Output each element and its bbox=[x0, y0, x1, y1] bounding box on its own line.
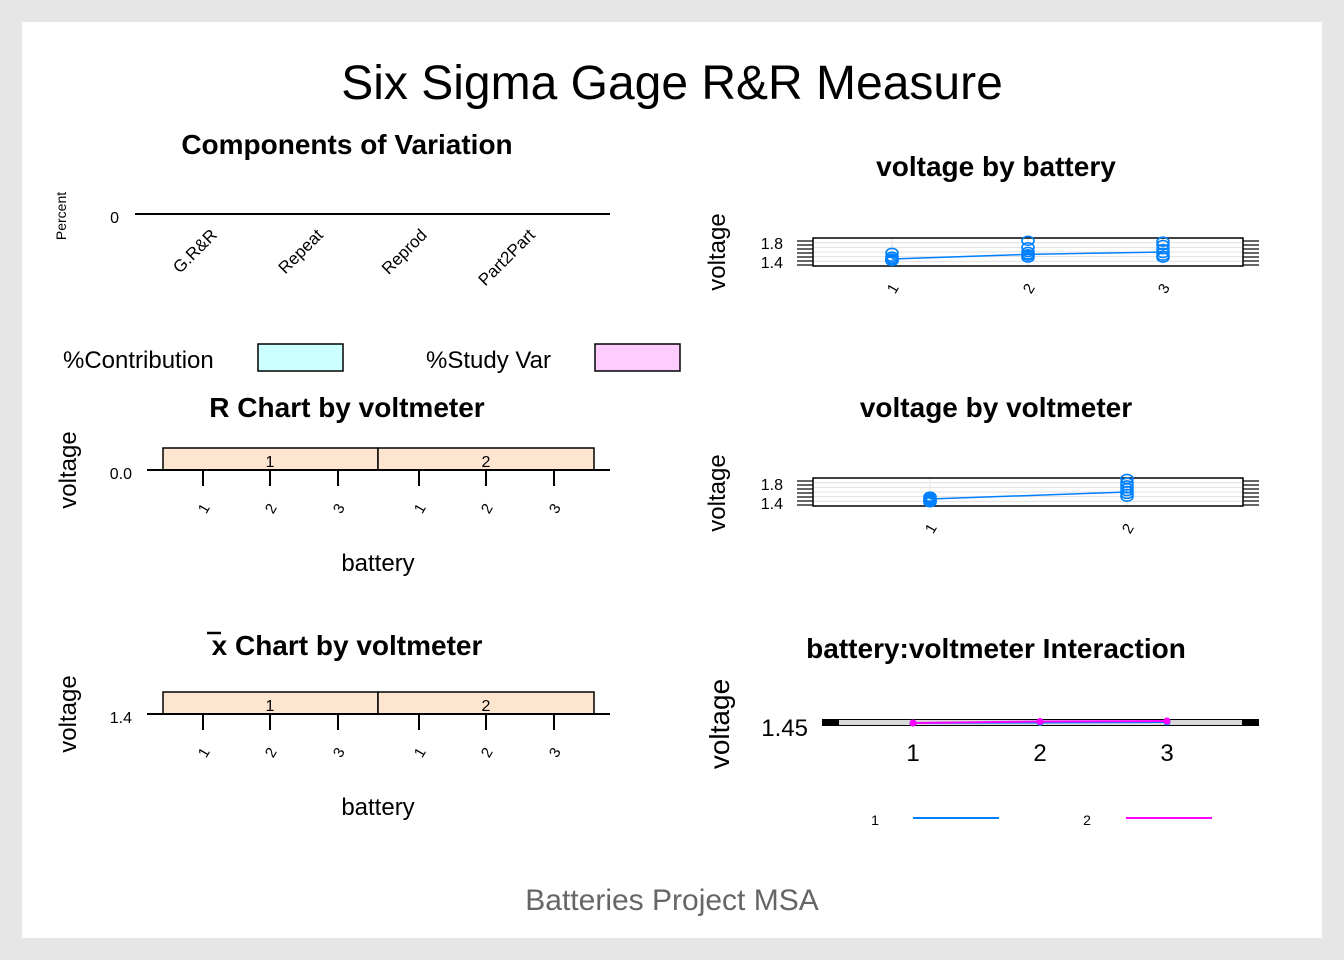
xbar-chart-strip-1-label: 1 bbox=[266, 698, 275, 715]
xbar-chart-title-text: x Chart by voltmeter bbox=[212, 630, 483, 661]
interaction-point bbox=[1036, 718, 1044, 725]
r-chart-ytick: 0.0 bbox=[110, 466, 132, 483]
interaction-legend-2-label: 2 bbox=[1083, 812, 1091, 828]
xbar-chart-ytick: 1.4 bbox=[110, 710, 132, 727]
by-voltmeter-point bbox=[1120, 488, 1134, 500]
interaction-x-label: 3 bbox=[1160, 740, 1173, 767]
components-title: Components of Variation bbox=[181, 129, 512, 160]
by-voltmeter-marks bbox=[923, 473, 1134, 508]
interaction-legend-1-label: 1 bbox=[871, 812, 879, 828]
by-battery-ytick-1-8: 1.8 bbox=[761, 236, 783, 253]
r-chart-ylabel: voltage bbox=[55, 431, 82, 508]
components-ytick: 0 bbox=[110, 210, 119, 227]
by-battery-point bbox=[885, 255, 899, 267]
xbar-chart-title: x Chart by voltmeter bbox=[207, 630, 482, 661]
figure-title: Six Sigma Gage R&R Measure bbox=[341, 57, 1003, 110]
by-battery-point bbox=[1156, 247, 1170, 259]
by-battery-point bbox=[1156, 252, 1170, 263]
interaction-point bbox=[909, 719, 917, 727]
by-voltmeter-ylabel: voltage bbox=[704, 454, 731, 531]
xbar-chart-ylabel: voltage bbox=[55, 675, 82, 752]
interaction-title: battery:voltmeter Interaction bbox=[806, 633, 1186, 664]
by-battery-marks bbox=[885, 235, 1170, 267]
components-ylabel: Percent bbox=[53, 192, 69, 240]
interaction-panel: battery:voltmeter Interaction voltage 1.… bbox=[704, 633, 1259, 828]
by-battery-point bbox=[1021, 252, 1035, 263]
by-battery-right-ticks bbox=[797, 240, 1259, 266]
by-battery-mean-line bbox=[891, 251, 1164, 260]
by-battery-point bbox=[1156, 239, 1170, 251]
by-voltmeter-point bbox=[923, 496, 937, 508]
by-battery-plot-box bbox=[812, 237, 1244, 267]
r-chart-strip-2-label: 2 bbox=[482, 454, 491, 471]
interaction-point bbox=[1163, 717, 1171, 725]
by-voltmeter-plot-box bbox=[812, 477, 1244, 507]
legend-studyvar-swatch bbox=[594, 343, 681, 372]
interaction-x-label: 2 bbox=[1033, 740, 1046, 767]
by-voltmeter-right-ticks bbox=[797, 480, 1259, 506]
legend-studyvar-label: %Study Var bbox=[426, 347, 551, 374]
interaction-x-labels: 1 2 3 bbox=[906, 740, 1173, 767]
by-voltmeter-mean-line bbox=[929, 491, 1128, 500]
by-battery-ytick-1-4: 1.4 bbox=[761, 255, 783, 272]
by-voltmeter-ytick-1-4: 1.4 bbox=[761, 496, 783, 513]
interaction-ytick: 1.45 bbox=[761, 715, 808, 742]
by-battery-title: voltage by battery bbox=[876, 151, 1116, 182]
xbar-chart-xlabel: battery bbox=[341, 794, 414, 821]
by-battery-point bbox=[885, 247, 899, 259]
figure-footer: Batteries Project MSA bbox=[525, 884, 818, 917]
interaction-ylabel: voltage bbox=[704, 679, 735, 769]
by-voltmeter-point bbox=[1120, 485, 1134, 497]
r-chart-strip-1-label: 1 bbox=[266, 454, 275, 471]
interaction-marks bbox=[909, 717, 1171, 727]
by-battery-point bbox=[1156, 236, 1170, 248]
by-voltmeter-title: voltage by voltmeter bbox=[860, 392, 1132, 423]
by-voltmeter-grid bbox=[813, 478, 1243, 506]
by-voltmeter-point bbox=[1120, 491, 1134, 502]
legend-contribution-swatch bbox=[257, 343, 344, 372]
legend-contribution-label: %Contribution bbox=[63, 347, 214, 374]
by-battery-ylabel: voltage bbox=[704, 213, 731, 290]
r-chart-xlabel: battery bbox=[341, 550, 414, 577]
figure-canvas bbox=[22, 22, 1322, 938]
by-voltmeter-ytick-1-8: 1.8 bbox=[761, 477, 783, 494]
xbar-chart-strip-2-label: 2 bbox=[482, 698, 491, 715]
r-chart-title: R Chart by voltmeter bbox=[209, 392, 484, 423]
interaction-x-label: 1 bbox=[906, 740, 919, 767]
by-battery-point bbox=[1021, 235, 1035, 247]
